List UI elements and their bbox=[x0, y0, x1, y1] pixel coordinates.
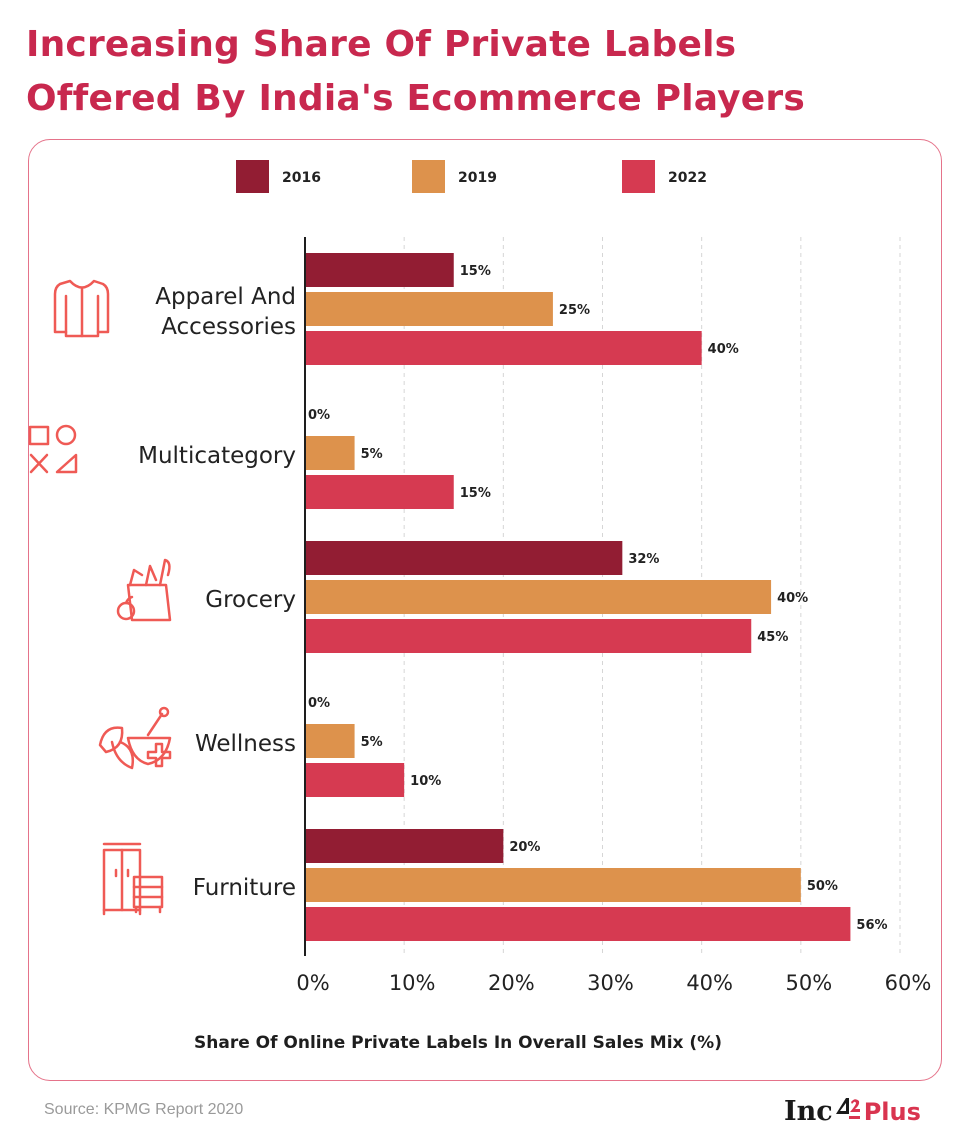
data-label: 5% bbox=[361, 735, 383, 750]
data-label: 56% bbox=[856, 918, 887, 933]
x-tick-label: 0% bbox=[296, 971, 329, 995]
category-label: Wellness bbox=[195, 731, 296, 757]
legend-label: 2016 bbox=[282, 170, 321, 186]
wardrobe-icon bbox=[102, 842, 164, 916]
legend-swatch bbox=[412, 160, 445, 193]
data-label: 15% bbox=[460, 486, 491, 501]
bar bbox=[305, 619, 752, 653]
logo-42-mark bbox=[835, 1098, 860, 1119]
title-line-1: Increasing Share Of Private Labels bbox=[26, 24, 737, 65]
inc42-plus-logo: Inc Plus bbox=[784, 1094, 921, 1128]
shapes-icon bbox=[28, 424, 78, 474]
bar bbox=[305, 868, 801, 902]
title-line-2: Offered By India's Ecommerce Players bbox=[26, 78, 805, 119]
x-tick-label: 30% bbox=[587, 971, 634, 995]
logo-inc-text: Inc bbox=[784, 1096, 833, 1127]
bar bbox=[305, 292, 553, 326]
x-tick-label: 50% bbox=[785, 971, 832, 995]
bar bbox=[305, 763, 405, 797]
data-label: 20% bbox=[509, 840, 540, 855]
shirt-icon bbox=[53, 279, 110, 338]
x-tick-label: 40% bbox=[686, 971, 733, 995]
mortar-pestle-icon bbox=[98, 706, 172, 770]
x-tick-label: 20% bbox=[488, 971, 535, 995]
category-label: Furniture bbox=[193, 875, 296, 901]
data-label: 32% bbox=[628, 552, 659, 567]
data-label: 25% bbox=[559, 303, 590, 318]
category-label: Apparel And Accessories bbox=[155, 284, 296, 340]
data-label: 45% bbox=[757, 630, 788, 645]
legend-swatch bbox=[236, 160, 269, 193]
x-tick-label: 60% bbox=[885, 971, 932, 995]
data-label: 10% bbox=[410, 774, 441, 789]
bar bbox=[305, 580, 772, 614]
bar bbox=[305, 541, 623, 575]
bar bbox=[305, 475, 454, 509]
data-label: 40% bbox=[777, 591, 808, 606]
data-label: 15% bbox=[460, 264, 491, 279]
x-axis-title: Share Of Online Private Labels In Overal… bbox=[194, 1033, 722, 1053]
data-label: 40% bbox=[708, 342, 739, 357]
bar bbox=[305, 907, 851, 941]
x-tick-label: 10% bbox=[389, 971, 436, 995]
data-label: 0% bbox=[308, 696, 330, 711]
legend-swatch bbox=[622, 160, 655, 193]
legend-label: 2022 bbox=[668, 170, 707, 186]
bar bbox=[305, 724, 355, 758]
bar bbox=[305, 253, 454, 287]
bar bbox=[305, 331, 702, 365]
chart-panel bbox=[28, 139, 942, 1081]
chart-title: Increasing Share Of Private Labels Offer… bbox=[26, 18, 956, 126]
legend-label: 2019 bbox=[458, 170, 497, 186]
grocery-bag-icon bbox=[116, 558, 172, 622]
category-label: Multicategory bbox=[138, 443, 296, 469]
source-note: Source: KPMG Report 2020 bbox=[44, 1101, 244, 1118]
data-label: 5% bbox=[361, 447, 383, 462]
data-label: 0% bbox=[308, 408, 330, 423]
data-label: 50% bbox=[807, 879, 838, 894]
category-label: Grocery bbox=[205, 587, 296, 613]
bar bbox=[305, 436, 355, 470]
bar bbox=[305, 829, 504, 863]
logo-plus-text: Plus bbox=[863, 1098, 921, 1126]
